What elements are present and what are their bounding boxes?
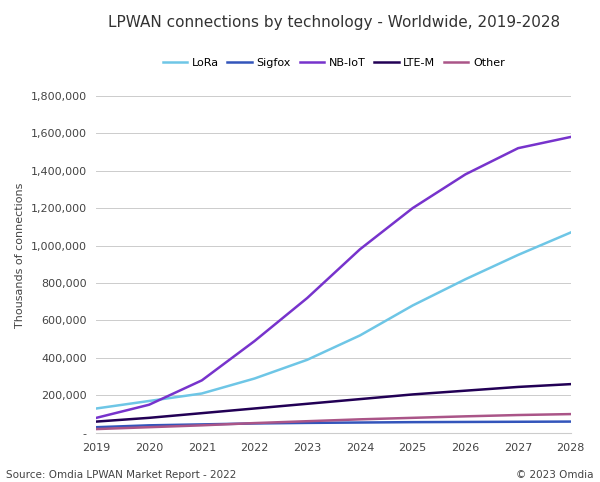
LTE-M [198, 410, 205, 416]
Text: Source: Omdia LPWAN Market Report - 2022: Source: Omdia LPWAN Market Report - 2022 [6, 469, 236, 480]
NB-IoT [304, 295, 311, 301]
LTE-M [356, 396, 364, 402]
Line: LoRa: LoRa [97, 232, 571, 408]
Line: LTE-M: LTE-M [97, 384, 571, 422]
LoRa [146, 398, 153, 404]
NB-IoT [251, 338, 258, 344]
LoRa [356, 333, 364, 338]
Line: Other: Other [97, 414, 571, 429]
NB-IoT [198, 377, 205, 383]
NB-IoT [409, 205, 416, 211]
Sigfox [146, 422, 153, 428]
NB-IoT [93, 415, 100, 421]
LTE-M [515, 384, 522, 390]
NB-IoT [462, 172, 469, 177]
Sigfox [93, 424, 100, 430]
Text: © 2023 Omdia: © 2023 Omdia [517, 469, 594, 480]
Legend: LoRa, Sigfox, NB-IoT, LTE-M, Other: LoRa, Sigfox, NB-IoT, LTE-M, Other [163, 58, 505, 68]
Line: Sigfox: Sigfox [97, 422, 571, 427]
LTE-M [462, 388, 469, 394]
Sigfox [462, 419, 469, 425]
LoRa [304, 357, 311, 362]
LoRa [251, 375, 258, 381]
Sigfox [356, 420, 364, 426]
LTE-M [251, 405, 258, 411]
LTE-M [93, 419, 100, 425]
Other [567, 411, 574, 417]
LTE-M [146, 415, 153, 421]
Sigfox [251, 421, 258, 427]
Line: NB-IoT: NB-IoT [97, 137, 571, 418]
Other [304, 418, 311, 424]
Sigfox [198, 421, 205, 427]
Other [146, 424, 153, 430]
Sigfox [409, 419, 416, 425]
Other [198, 422, 205, 428]
Y-axis label: Thousands of connections: Thousands of connections [15, 182, 25, 328]
NB-IoT [515, 145, 522, 151]
LoRa [462, 276, 469, 282]
LoRa [567, 229, 574, 235]
Sigfox [567, 419, 574, 425]
LTE-M [304, 401, 311, 407]
LoRa [93, 405, 100, 411]
Sigfox [515, 419, 522, 425]
Other [251, 420, 258, 426]
LoRa [515, 252, 522, 258]
LoRa [409, 303, 416, 308]
Title: LPWAN connections by technology - Worldwide, 2019-2028: LPWAN connections by technology - Worldw… [107, 15, 560, 30]
Other [515, 412, 522, 418]
LTE-M [567, 381, 574, 387]
LTE-M [409, 391, 416, 397]
NB-IoT [146, 402, 153, 408]
LoRa [198, 390, 205, 396]
NB-IoT [356, 246, 364, 252]
Other [409, 415, 416, 421]
Other [93, 426, 100, 432]
Other [462, 414, 469, 419]
Other [356, 416, 364, 422]
NB-IoT [567, 134, 574, 140]
Sigfox [304, 420, 311, 426]
